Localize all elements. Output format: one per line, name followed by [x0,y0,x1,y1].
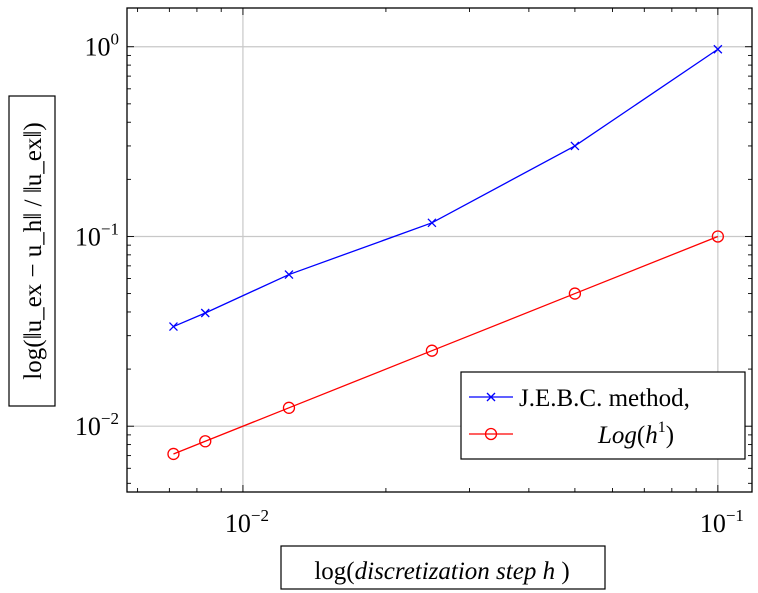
y-tick-label-1-base: 10 [75,222,101,251]
series-0-point-4 [570,141,580,151]
series-0-point-0 [168,322,178,332]
legend-label-log-h1: Log(h1) [597,419,674,449]
legend: J.E.B.C. method, Log(h1) [460,371,746,460]
series-0-point-4-stroke-b [570,141,580,151]
legend-label-log-h1-log: Log [597,422,637,449]
series-1-point-5 [711,230,725,243]
legend-marker-jebc [486,392,496,402]
series-0-point-2 [284,270,294,279]
y-tick-label-0: 10−2 [75,409,119,441]
series-1-point-0 [167,447,180,461]
legend-marker-0-glyph-stroke-b [486,392,496,402]
series-1-point-3 [425,344,439,357]
y-axis-title-box [8,95,56,407]
series-0-point-1 [200,308,210,318]
minor-ticks [127,8,752,492]
y-tick-label-0-exp: −2 [101,409,119,428]
legend-label-jebc: J.E.B.C. method, [519,385,690,412]
legend-label-log-h1-sup: 1 [658,419,666,436]
series-0-point-5 [713,44,723,54]
y-tick-label-2-exp: 0 [111,30,120,49]
x-tick-label-0: 10−2 [225,506,269,538]
series-0-point-5-stroke-b [713,44,723,54]
x-axis-title-italic: discretization step h [355,558,555,585]
legend-entry-jebc: J.E.B.C. method, [469,385,690,412]
legend-label-log-h1-h: h [645,422,658,449]
y-tick-label-2-base: 10 [85,33,111,62]
series-0-point-3 [427,218,437,228]
series-1-point-1 [199,435,212,448]
legend-entry-log-h1: Log(h1) [469,419,674,449]
plot-area-frame [126,7,753,493]
x-tick-label-1: 10−1 [700,506,744,538]
y-axis-title-text: log(‖u_ex − u_h‖ / ‖u_ex‖) [20,122,47,379]
legend-marker-log-h1 [484,427,498,441]
series-1-point-2 [282,401,296,414]
y-tick-label-2: 100 [85,30,120,62]
legend-box [460,371,746,460]
series-1-point-4 [568,287,582,300]
x-tick-label-1-base: 10 [700,509,726,538]
x-axis-title-suffix: ) [555,558,570,585]
legend-marker-1-glyph [484,427,498,441]
y-tick-label-1: 10−1 [75,219,119,251]
series-0-point-0-stroke-b [168,322,178,332]
series-0-point-1-stroke-b [200,308,210,318]
legend-marker-0-glyph [486,392,496,402]
legend-label-log-h1-open: ( [637,422,645,449]
y-tick-label-0-base: 10 [75,412,101,441]
legend-label-log-h1-close: ) [666,422,674,449]
y-tick-label-1-exp: −1 [101,219,119,238]
x-tick-label-1-exp: −1 [726,506,744,525]
x-axis-title-prefix: log( [314,558,354,585]
series-1 [167,230,725,461]
series-layer [167,44,725,461]
series-0 [168,44,723,332]
x-axis-title-box [280,545,606,590]
x-tick-label-0-exp: −2 [251,506,269,525]
x-axis-title: log(discretization step h ) [280,545,606,590]
y-axis-title: log(‖u_ex − u_h‖ / ‖u_ex‖) [8,95,56,407]
series-0-point-2-stroke-b [284,270,294,279]
series-0-point-3-stroke-b [427,218,437,228]
x-tick-label-0-base: 10 [225,509,251,538]
series-0-line [173,48,719,328]
x-axis-title-text: log(discretization step h ) [314,558,569,585]
